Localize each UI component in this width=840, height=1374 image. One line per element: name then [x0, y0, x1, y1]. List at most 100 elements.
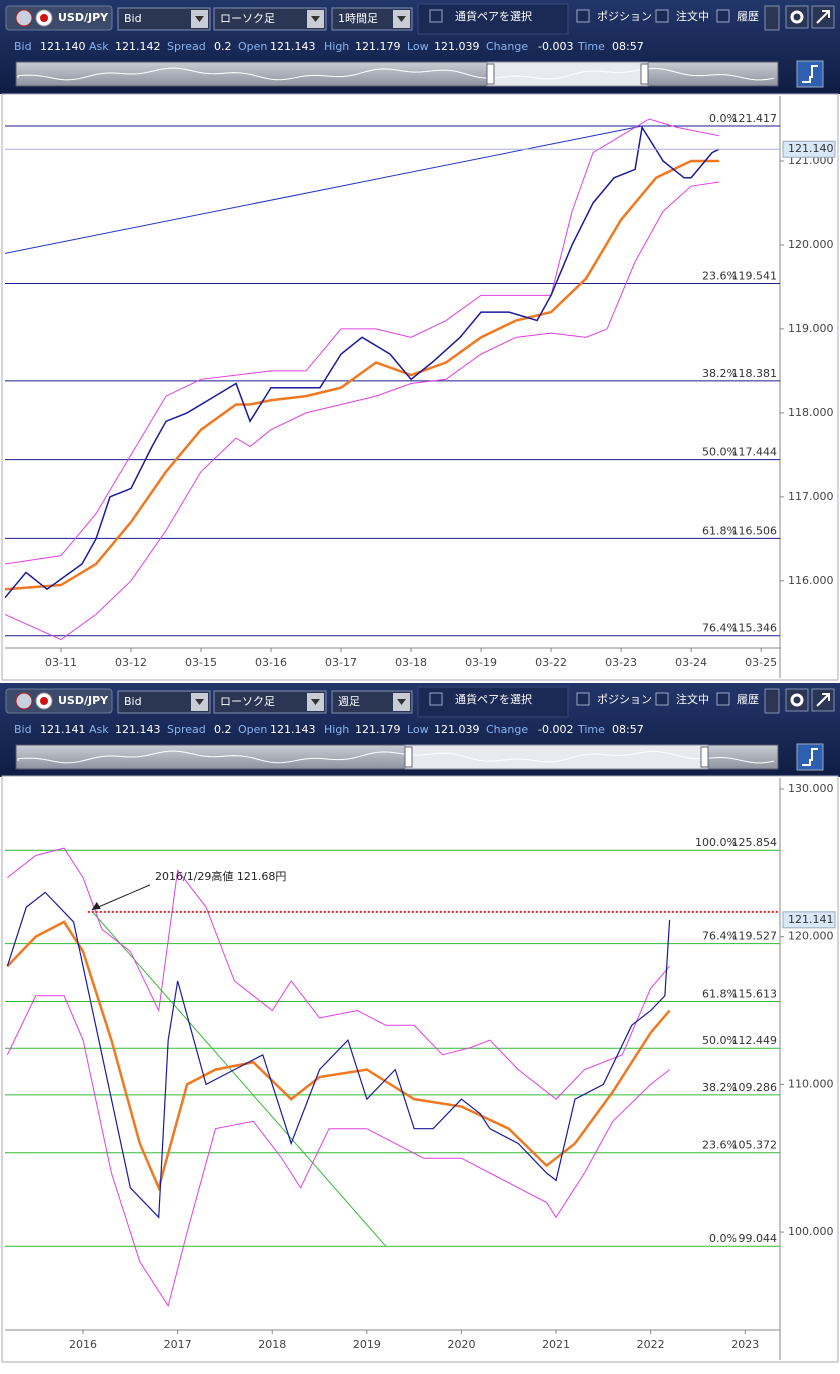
scale-button[interactable] [796, 743, 824, 771]
checkbox-label: 注文中 [676, 692, 709, 706]
navigator-handle[interactable] [640, 63, 649, 85]
dropdown-arrow [195, 16, 204, 22]
fib-value: 115.346 [732, 622, 778, 635]
series-line [6, 995, 670, 1308]
fib-percent: 23.6% [702, 1139, 737, 1152]
separator [417, 3, 569, 35]
navigator-handle[interactable] [404, 746, 413, 768]
checkbox[interactable] [655, 9, 669, 23]
quote-label: Change [486, 723, 528, 736]
checkbox[interactable] [716, 692, 730, 706]
navigator-window[interactable] [486, 61, 649, 87]
fib-value: 109.286 [732, 1081, 778, 1094]
dropdown[interactable] [213, 7, 327, 31]
checkbox[interactable] [716, 9, 730, 23]
pair-button[interactable] [5, 688, 113, 714]
dropdown[interactable] [117, 690, 211, 714]
x-tick-label: 03-23 [605, 656, 637, 669]
quote-label: High [324, 723, 349, 736]
dropdown[interactable] [331, 690, 413, 714]
fib-percent: 50.0% [702, 1034, 737, 1047]
checkbox[interactable] [655, 692, 669, 706]
quote-value: 121.140 [40, 40, 86, 53]
fib-value: 116.506 [732, 524, 778, 537]
annotation-arrow [91, 884, 151, 911]
x-tick-label: 03-16 [255, 656, 287, 669]
pair-label: USD/JPY [58, 694, 109, 707]
y-tick-label: 116.000 [788, 574, 834, 587]
quote-label: Ask [89, 40, 109, 53]
quote-value: -0.003 [538, 40, 573, 53]
fib-percent: 0.0% [709, 1232, 737, 1245]
dropdown-arrow [311, 16, 320, 22]
current-price-box [782, 911, 836, 929]
scale-button[interactable] [796, 60, 824, 88]
quote-value: 121.142 [115, 40, 161, 53]
x-tick-label: 03-25 [745, 656, 777, 669]
dropdown-label: ローソク足 [220, 695, 275, 708]
quote-label: Low [407, 40, 429, 53]
dropdown-label: Bid [124, 695, 142, 708]
x-tick-label: 03-24 [675, 656, 707, 669]
dropdown[interactable] [117, 7, 211, 31]
fib-percent: 61.8% [702, 987, 737, 1000]
fib-value: 118.381 [732, 367, 778, 380]
dropdown-arrow [195, 699, 204, 705]
quote-label: Bid [14, 40, 32, 53]
quote-value: 08:57 [612, 40, 644, 53]
checkbox[interactable] [429, 9, 443, 23]
trend-line [5, 125, 643, 254]
scale-icon [802, 748, 818, 766]
checkbox[interactable] [429, 692, 443, 706]
quote-label: Spread [167, 723, 206, 736]
x-tick-label: 2023 [731, 1338, 759, 1351]
y-tick-label: 110.000 [788, 1077, 834, 1090]
quote-value: 121.179 [355, 723, 401, 736]
chart-area [1, 93, 839, 681]
dropdown-label: 週足 [338, 695, 360, 708]
fib-percent: 76.4% [702, 930, 737, 943]
fib-percent: 50.0% [702, 446, 737, 459]
quote-value: 121.143 [115, 723, 161, 736]
navigator-window[interactable] [404, 744, 709, 770]
y-tick-label: 120.000 [788, 238, 834, 251]
menu-button[interactable] [764, 5, 780, 31]
navigator-handle[interactable] [486, 63, 495, 85]
dropdown[interactable] [331, 7, 413, 31]
series-line [6, 920, 671, 1192]
settings-button[interactable] [785, 688, 809, 712]
checkbox[interactable] [576, 692, 590, 706]
plot [5, 847, 780, 1308]
y-tick-label: 118.000 [788, 406, 834, 419]
fib-percent: 38.2% [702, 1081, 737, 1094]
navigator [15, 61, 779, 87]
x-tick-label: 2018 [258, 1338, 286, 1351]
series-line [5, 118, 720, 565]
fib-value: 117.444 [732, 446, 778, 459]
quote-value: -0.002 [538, 723, 573, 736]
menu-button[interactable] [764, 688, 780, 714]
x-tick-label: 03-11 [45, 656, 77, 669]
fib-value: 99.044 [739, 1232, 778, 1245]
quote-label: Spread [167, 40, 206, 53]
separator [417, 686, 569, 718]
series-line [5, 159, 720, 591]
dropdown[interactable] [213, 690, 327, 714]
navigator-handle[interactable] [700, 746, 709, 768]
settings-button[interactable] [785, 5, 809, 29]
quote-value: 0.2 [214, 723, 232, 736]
series-line [5, 125, 720, 599]
fib-value: 119.527 [732, 930, 778, 943]
pair-button[interactable] [5, 5, 113, 31]
fib-percent: 100.0% [695, 836, 737, 849]
x-tick-label: 2019 [353, 1338, 381, 1351]
quote-value: 08:57 [612, 723, 644, 736]
checkbox[interactable] [576, 9, 590, 23]
y-tick-label: 120.000 [788, 930, 834, 943]
x-tick-label: 03-22 [535, 656, 567, 669]
checkbox-label: ポジション [597, 693, 652, 706]
dropdown-arrow [397, 16, 406, 22]
fib-value: 119.541 [732, 269, 778, 282]
